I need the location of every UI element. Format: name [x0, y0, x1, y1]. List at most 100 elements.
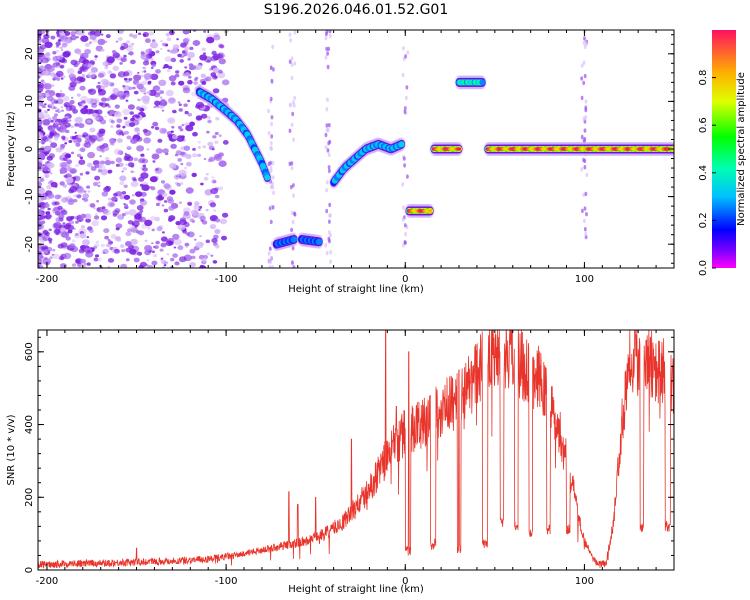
- noise-speck: [140, 74, 144, 78]
- noise-speck: [71, 263, 77, 267]
- noise-speck: [62, 137, 66, 141]
- noise-speck: [41, 211, 47, 215]
- noise-speck: [104, 66, 109, 70]
- noise-speck: [60, 231, 70, 238]
- noise-speck: [169, 50, 173, 54]
- noise-speck: [167, 97, 176, 104]
- noise-speck: [135, 82, 144, 89]
- noise-speck: [199, 235, 202, 238]
- noise-speck: [175, 175, 179, 178]
- noise-speck: [184, 242, 190, 247]
- noise-speck: [219, 218, 228, 225]
- noise-speck: [95, 240, 100, 244]
- noise-speck: [141, 70, 145, 73]
- noise-speck: [80, 258, 87, 264]
- noise-speck: [129, 248, 137, 255]
- noise-speck: [74, 233, 81, 239]
- noise-speck: [144, 38, 151, 44]
- noise-speck: [52, 61, 61, 68]
- noise-speck: [142, 167, 148, 172]
- noise-speck: [98, 128, 106, 134]
- noise-speck: [147, 226, 151, 230]
- noise-speck: [207, 119, 212, 124]
- noise-speck: [291, 260, 294, 265]
- colorbar-ticks: 0.0 0.2 0.4 0.6 0.8: [698, 70, 716, 276]
- snr-plot-area: [38, 330, 674, 569]
- noise-speck: [152, 121, 159, 127]
- noise-speck: [583, 73, 587, 79]
- noise-speck: [121, 134, 125, 136]
- noise-speck: [159, 105, 164, 109]
- noise-speck: [159, 248, 164, 252]
- noise-speck: [191, 255, 196, 260]
- noise-speck: [60, 242, 68, 248]
- noise-speck: [580, 134, 584, 140]
- noise-speck: [71, 239, 76, 243]
- snr-x-axis-label: Height of straight line (km): [288, 584, 424, 595]
- noise-speck: [76, 93, 81, 97]
- noise-speck: [67, 166, 73, 171]
- noise-speck: [101, 145, 110, 152]
- noise-speck: [269, 96, 273, 102]
- noise-speck: [270, 121, 273, 127]
- noise-speck: [163, 208, 169, 213]
- noise-speck: [38, 75, 41, 79]
- noise-speck: [123, 54, 127, 58]
- noise-speck: [211, 176, 215, 179]
- noise-speck: [214, 194, 220, 199]
- noise-speck: [86, 262, 91, 266]
- noise-speck: [70, 96, 74, 99]
- noise-speck: [188, 75, 192, 79]
- noise-speck: [94, 55, 98, 58]
- noise-speck: [54, 136, 59, 141]
- noise-speck: [206, 252, 211, 256]
- noise-speck: [150, 186, 156, 191]
- noise-speck: [222, 212, 229, 218]
- noise-speck: [156, 105, 160, 109]
- noise-speck: [328, 202, 332, 208]
- noise-speck: [271, 185, 275, 190]
- noise-speck: [88, 88, 97, 95]
- y-tick-label: 0: [24, 146, 35, 152]
- noise-speck: [155, 195, 163, 201]
- noise-speck: [268, 264, 272, 268]
- noise-speck: [173, 238, 182, 246]
- noise-speck: [113, 111, 122, 118]
- noise-speck: [154, 245, 159, 250]
- noise-speck: [69, 243, 76, 249]
- noise-speck: [59, 46, 63, 49]
- noise-speck: [122, 167, 128, 171]
- spectrogram-x-axis-label: Height of straight line (km): [288, 284, 424, 295]
- noise-speck: [151, 260, 158, 266]
- noise-speck: [585, 172, 589, 178]
- noise-speck: [583, 128, 587, 133]
- noise-speck: [129, 225, 135, 230]
- noise-speck: [160, 257, 164, 260]
- spectrogram-track: [483, 142, 674, 156]
- noise-speck: [180, 182, 184, 185]
- noise-speck: [179, 219, 187, 226]
- colorbar-tick-label: 0.6: [698, 117, 709, 133]
- noise-speck: [194, 76, 199, 80]
- noise-speck: [107, 201, 116, 208]
- noise-speck: [128, 77, 133, 81]
- spectrogram-track: [271, 232, 299, 252]
- track-core: [428, 209, 433, 213]
- spectrogram-noise: [38, 30, 589, 268]
- noise-speck: [90, 89, 93, 92]
- noise-speck: [38, 187, 46, 195]
- noise-speck: [167, 198, 175, 204]
- noise-speck: [56, 70, 64, 77]
- noise-speck: [146, 264, 154, 268]
- noise-speck: [291, 246, 295, 251]
- noise-speck: [89, 134, 98, 142]
- noise-speck: [88, 229, 94, 233]
- noise-speck: [192, 153, 198, 158]
- noise-speck: [403, 106, 407, 111]
- x-tick-label: 100: [575, 576, 594, 587]
- noise-speck: [292, 265, 296, 268]
- noise-speck: [48, 228, 52, 232]
- noise-speck: [329, 33, 332, 38]
- noise-speck: [106, 243, 111, 248]
